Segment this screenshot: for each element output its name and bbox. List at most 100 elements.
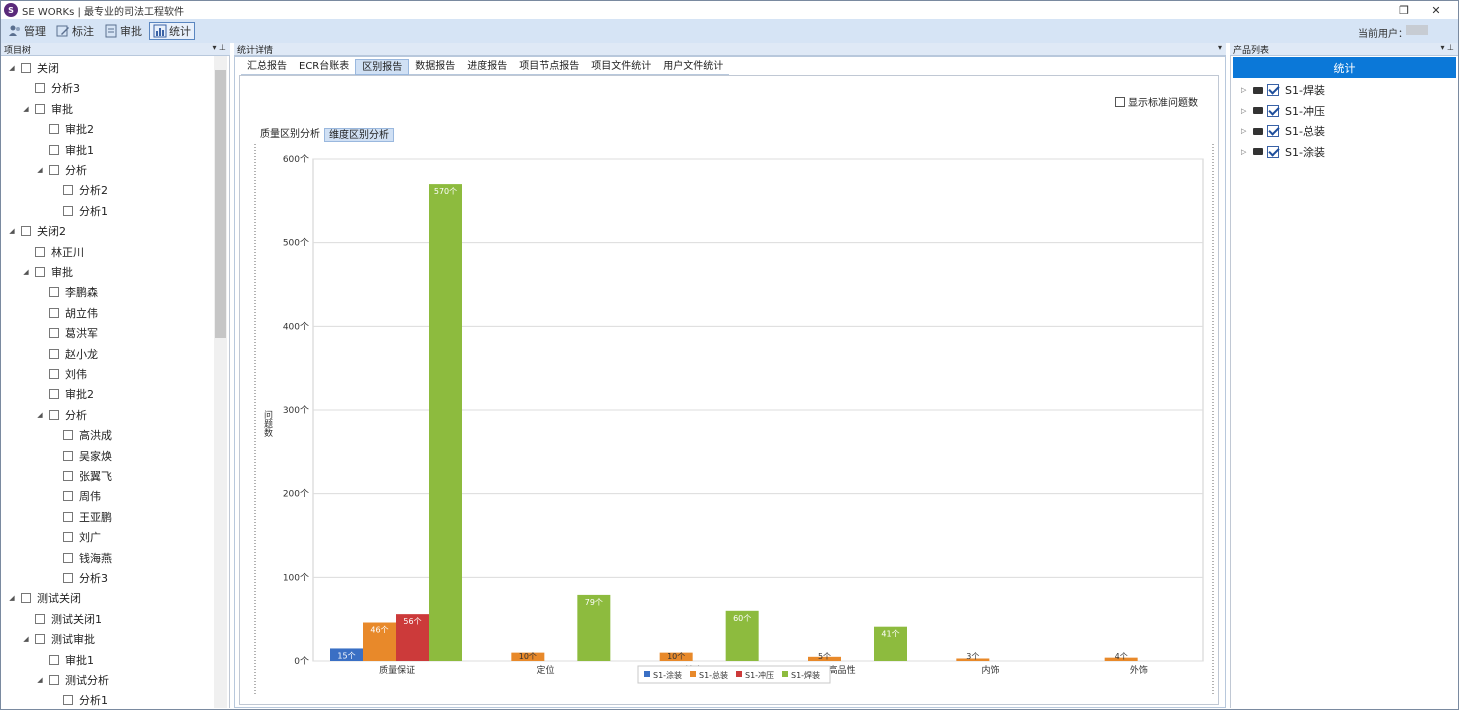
statistics-button[interactable]: 统计 [1233, 57, 1456, 78]
expand-arrow-icon[interactable]: ▷ [1241, 86, 1247, 94]
tree-checkbox[interactable] [49, 369, 59, 379]
tree-checkbox[interactable] [21, 593, 31, 604]
tree-node[interactable]: 测试关闭1 [21, 609, 102, 629]
close-icon[interactable]: ✕ [1431, 3, 1441, 17]
tree-checkbox[interactable] [49, 287, 59, 298]
tree-node[interactable]: 张翼飞 [49, 466, 112, 486]
report-tab[interactable]: 项目文件统计 [585, 59, 658, 75]
tree-checkbox[interactable] [35, 634, 45, 645]
report-tab[interactable]: 项目节点报告 [513, 59, 586, 75]
tree-checkbox[interactable] [49, 654, 59, 665]
tree-node[interactable]: 分析3 [49, 568, 108, 588]
dropdown-icon[interactable]: ▾ [1217, 43, 1222, 52]
tree-node[interactable]: ◢ 审批 [21, 99, 73, 119]
restore-icon[interactable]: ❐ [1399, 3, 1409, 17]
tree-checkbox[interactable] [21, 63, 31, 73]
tree-node[interactable]: 分析1 [49, 690, 108, 708]
collapse-arrow-icon[interactable]: ◢ [23, 635, 29, 644]
tree-node[interactable]: ◢ 关闭2 [7, 221, 66, 241]
tree-node[interactable]: ◢ 测试审批 [21, 629, 95, 649]
report-tab[interactable]: ECR台账表 [293, 59, 356, 75]
collapse-arrow-icon[interactable]: ◢ [9, 594, 15, 603]
checkbox-checked-icon[interactable] [1267, 145, 1279, 158]
tree-checkbox[interactable] [21, 226, 31, 237]
toolbar-annotate-button[interactable]: 标注 [53, 22, 97, 40]
tree-node[interactable]: 审批1 [35, 140, 94, 160]
product-item[interactable]: ▷ S1-焊装 [1241, 81, 1325, 99]
tree-node[interactable]: 分析2 [49, 180, 108, 200]
tree-checkbox[interactable] [35, 103, 45, 114]
tree-checkbox[interactable] [49, 409, 59, 420]
tree-node[interactable]: 审批2 [35, 119, 94, 139]
tree-checkbox[interactable] [49, 675, 59, 685]
tree-checkbox[interactable] [49, 144, 59, 155]
tree-checkbox[interactable] [63, 552, 73, 563]
tree-checkbox[interactable] [63, 511, 73, 522]
tree-node[interactable]: ◢ 关闭 [7, 58, 59, 78]
collapse-arrow-icon[interactable]: ◢ [23, 104, 29, 113]
checkbox-checked-icon[interactable] [1267, 104, 1279, 117]
tree-checkbox[interactable] [63, 471, 73, 481]
tree-node[interactable]: 林正川 [21, 242, 84, 262]
tree-checkbox[interactable] [49, 328, 59, 339]
tree-node[interactable]: 王亚鹏 [49, 507, 112, 527]
collapse-arrow-icon[interactable]: ◢ [9, 227, 15, 236]
analysis-sub-tab[interactable]: 维度区别分析 [324, 128, 394, 142]
tree-checkbox[interactable] [49, 389, 59, 400]
show-standard-count-option[interactable]: 显示标准问题数 [1115, 94, 1198, 109]
tree-checkbox[interactable] [63, 205, 73, 216]
pin-icon[interactable]: ▾ ⊥ [212, 43, 226, 52]
tree-node[interactable]: 高洪成 [49, 425, 112, 445]
tree-checkbox[interactable] [49, 165, 59, 175]
tree-node[interactable]: 李鹏森 [35, 282, 98, 302]
report-tab[interactable]: 数据报告 [409, 59, 462, 75]
tree-node[interactable]: 刘广 [49, 527, 101, 547]
tree-node[interactable]: 周伟 [49, 486, 101, 506]
expand-arrow-icon[interactable]: ▷ [1241, 106, 1247, 115]
expand-arrow-icon[interactable]: ▷ [1241, 147, 1247, 156]
pin-icon[interactable]: ▾ ⊥ [1440, 43, 1454, 52]
analysis-sub-tab[interactable]: 质量区别分析 [260, 129, 320, 140]
report-tab[interactable]: 用户文件统计 [657, 59, 730, 75]
checkbox-checked-icon[interactable] [1267, 125, 1279, 137]
tree-node[interactable]: ◢ 测试分析 [35, 670, 109, 690]
toolbar-statistics-button[interactable]: 统计 [149, 22, 195, 40]
tree-node[interactable]: 吴家焕 [49, 446, 112, 466]
tree-node[interactable]: 赵小龙 [35, 344, 98, 364]
tree-node[interactable]: 审批2 [35, 384, 94, 404]
toolbar-manage-button[interactable]: 管理 [5, 22, 49, 40]
tree-checkbox[interactable] [49, 348, 59, 359]
expand-arrow-icon[interactable]: ▷ [1241, 127, 1247, 135]
tree-node[interactable]: 胡立伟 [35, 303, 98, 323]
tree-checkbox[interactable] [63, 185, 73, 196]
collapse-arrow-icon[interactable]: ◢ [9, 64, 15, 72]
tree-scroll-thumb[interactable] [215, 70, 226, 338]
tree-checkbox[interactable] [35, 83, 45, 94]
collapse-arrow-icon[interactable]: ◢ [37, 166, 43, 174]
tree-node[interactable]: ◢ 分析 [35, 405, 87, 425]
tree-checkbox[interactable] [63, 695, 73, 706]
tree-checkbox[interactable] [63, 573, 73, 583]
tree-node[interactable]: 葛洪军 [35, 323, 98, 343]
tree-checkbox[interactable] [63, 450, 73, 461]
collapse-arrow-icon[interactable]: ◢ [37, 410, 43, 419]
tree-node[interactable]: 分析3 [21, 78, 80, 98]
tree-node[interactable]: 审批1 [35, 650, 94, 670]
tree-node[interactable]: 刘伟 [35, 364, 87, 384]
tree-checkbox[interactable] [35, 267, 45, 277]
product-item[interactable]: ▷ S1-冲压 [1241, 102, 1325, 120]
tree-checkbox[interactable] [63, 430, 73, 441]
tree-checkbox[interactable] [49, 307, 59, 318]
show-standard-count-checkbox[interactable] [1115, 96, 1125, 107]
tree-checkbox[interactable] [63, 491, 73, 502]
checkbox-checked-icon[interactable] [1267, 84, 1279, 96]
tree-checkbox[interactable] [49, 124, 59, 135]
report-tab[interactable]: 汇总报告 [241, 59, 293, 75]
report-tab[interactable]: 进度报告 [461, 59, 514, 75]
toolbar-approve-button[interactable]: 审批 [101, 22, 145, 40]
collapse-arrow-icon[interactable]: ◢ [23, 268, 29, 276]
tree-node[interactable]: 分析1 [49, 201, 108, 221]
tree-scrollbar[interactable] [214, 56, 227, 708]
tree-checkbox[interactable] [35, 246, 45, 257]
tree-node[interactable]: ◢ 分析 [35, 160, 87, 180]
